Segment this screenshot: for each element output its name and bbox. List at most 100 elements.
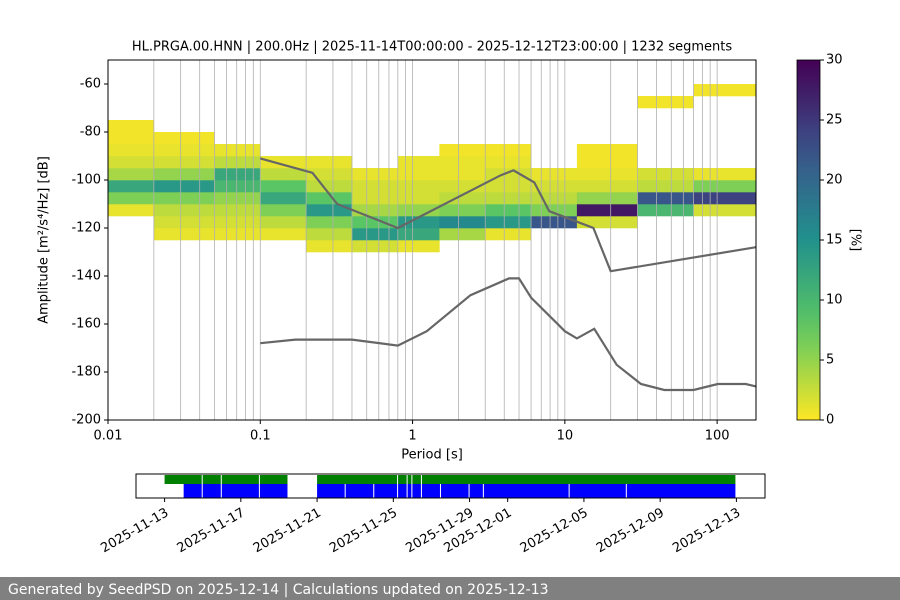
heatmap-cell bbox=[108, 192, 155, 205]
heatmap-cell bbox=[260, 180, 307, 193]
heatmap-cell bbox=[351, 168, 399, 181]
availability-bar bbox=[183, 484, 202, 498]
availability-bar bbox=[440, 484, 469, 498]
colorbar-tick-label: 30 bbox=[826, 53, 843, 68]
heatmap-cell bbox=[485, 204, 532, 217]
heatmap-cell bbox=[108, 204, 155, 217]
heatmap-cell bbox=[397, 192, 440, 205]
availability-bar bbox=[317, 475, 398, 484]
heatmap-cell bbox=[214, 144, 261, 157]
availability-bar bbox=[164, 475, 202, 484]
heatmap-cell bbox=[260, 228, 307, 241]
y-axis-label: Amplitude [m²/s⁴/Hz] [dB] bbox=[37, 156, 52, 324]
heatmap-cell bbox=[260, 216, 307, 229]
heatmap-cell bbox=[351, 180, 399, 193]
heatmap-cell bbox=[531, 204, 578, 217]
heatmap-cell bbox=[153, 168, 215, 181]
x-tick-label: 0.1 bbox=[250, 429, 271, 444]
heatmap-cell bbox=[108, 144, 155, 157]
heatmap-cell bbox=[108, 132, 155, 145]
heatmap-cell bbox=[153, 132, 215, 145]
heatmap-cell bbox=[397, 240, 440, 253]
plot-frame bbox=[107, 59, 757, 421]
heatmap-cell bbox=[260, 204, 307, 217]
heatmap-cell bbox=[153, 228, 215, 241]
heatmap-cell bbox=[108, 180, 155, 193]
heatmap-cell bbox=[108, 168, 155, 181]
heatmap-cell bbox=[531, 216, 578, 229]
colorbar-tick-label: 5 bbox=[826, 353, 834, 368]
availability-bar bbox=[469, 484, 483, 498]
heatmap-cell bbox=[397, 168, 440, 181]
availability-bar bbox=[202, 484, 221, 498]
heatmap-cell bbox=[351, 216, 399, 229]
heatmap-cell bbox=[306, 216, 353, 229]
heatmap-cell bbox=[485, 228, 532, 241]
heatmap-cell bbox=[576, 168, 638, 181]
y-tick-label: -60 bbox=[80, 77, 101, 92]
availability-bar bbox=[317, 484, 345, 498]
heatmap-cell bbox=[576, 180, 638, 193]
heatmap-cell bbox=[693, 168, 757, 181]
heatmap-cell bbox=[439, 156, 486, 169]
x-tick-label: 1 bbox=[408, 429, 416, 444]
heatmap-cell bbox=[637, 168, 694, 181]
heatmap-cell bbox=[214, 192, 261, 205]
x-tick-label: 2025-11-25 bbox=[327, 506, 400, 557]
colorbar-tick-label: 20 bbox=[826, 173, 843, 188]
heatmap-cell bbox=[214, 168, 261, 181]
heatmap-cell bbox=[214, 180, 261, 193]
heatmap-cell bbox=[576, 204, 638, 217]
x-tick-label: 0.01 bbox=[94, 429, 123, 444]
availability-bar bbox=[374, 484, 398, 498]
x-tick-label: 10 bbox=[557, 429, 574, 444]
y-tick-label: -80 bbox=[80, 125, 101, 140]
availability-bar bbox=[221, 475, 259, 484]
availability-bar bbox=[483, 484, 569, 498]
y-tick-label: -100 bbox=[71, 173, 101, 188]
heatmap-cell bbox=[306, 204, 353, 217]
heatmap-cell bbox=[637, 192, 694, 205]
heatmap-cell bbox=[306, 180, 353, 193]
heatmap-cell bbox=[576, 216, 638, 229]
heatmap-cell bbox=[260, 168, 307, 181]
colorbar bbox=[796, 59, 821, 421]
heatmap-cell bbox=[153, 192, 215, 205]
x-tick-label: 100 bbox=[705, 429, 730, 444]
heatmap-cell bbox=[397, 180, 440, 193]
heatmap-cell bbox=[397, 228, 440, 241]
heatmap-cell bbox=[531, 192, 578, 205]
heatmap-cell bbox=[351, 192, 399, 205]
heatmap-cell bbox=[576, 144, 638, 157]
heatmap-cell bbox=[576, 156, 638, 169]
heatmap-cell bbox=[153, 180, 215, 193]
availability-bar bbox=[412, 484, 421, 498]
heatmap-cell bbox=[485, 216, 532, 229]
heatmap-cell bbox=[439, 168, 486, 181]
availability-bar bbox=[259, 475, 288, 484]
y-tick-label: -180 bbox=[71, 365, 101, 380]
y-tick-label: -160 bbox=[71, 317, 101, 332]
heatmap-cell bbox=[637, 180, 694, 193]
footer: Generated by SeedPSD on 2025-12-14 | Cal… bbox=[8, 582, 549, 598]
heatmap-cell bbox=[637, 204, 694, 217]
heatmap-cell bbox=[397, 204, 440, 217]
footer-bar bbox=[0, 577, 900, 600]
heatmap-cell bbox=[108, 156, 155, 169]
y-tick-label: -120 bbox=[71, 221, 101, 236]
x-tick-label: 2025-11-17 bbox=[175, 506, 248, 557]
heatmap-cell bbox=[439, 204, 486, 217]
heatmap-cell bbox=[214, 156, 261, 169]
availability-bar bbox=[398, 484, 407, 498]
heatmap-cell bbox=[397, 156, 440, 169]
heatmap-cell bbox=[306, 192, 353, 205]
availability-bar bbox=[259, 484, 288, 498]
colorbar-tick-label: 15 bbox=[826, 233, 843, 248]
colorbar-tick-label: 25 bbox=[826, 113, 843, 128]
x-tick-label: 2025-11-21 bbox=[251, 506, 324, 557]
x-tick-label: 2025-12-05 bbox=[518, 506, 591, 557]
availability-bar bbox=[421, 484, 440, 498]
heatmap-cell bbox=[485, 192, 532, 205]
heatmap-cell bbox=[351, 204, 399, 217]
